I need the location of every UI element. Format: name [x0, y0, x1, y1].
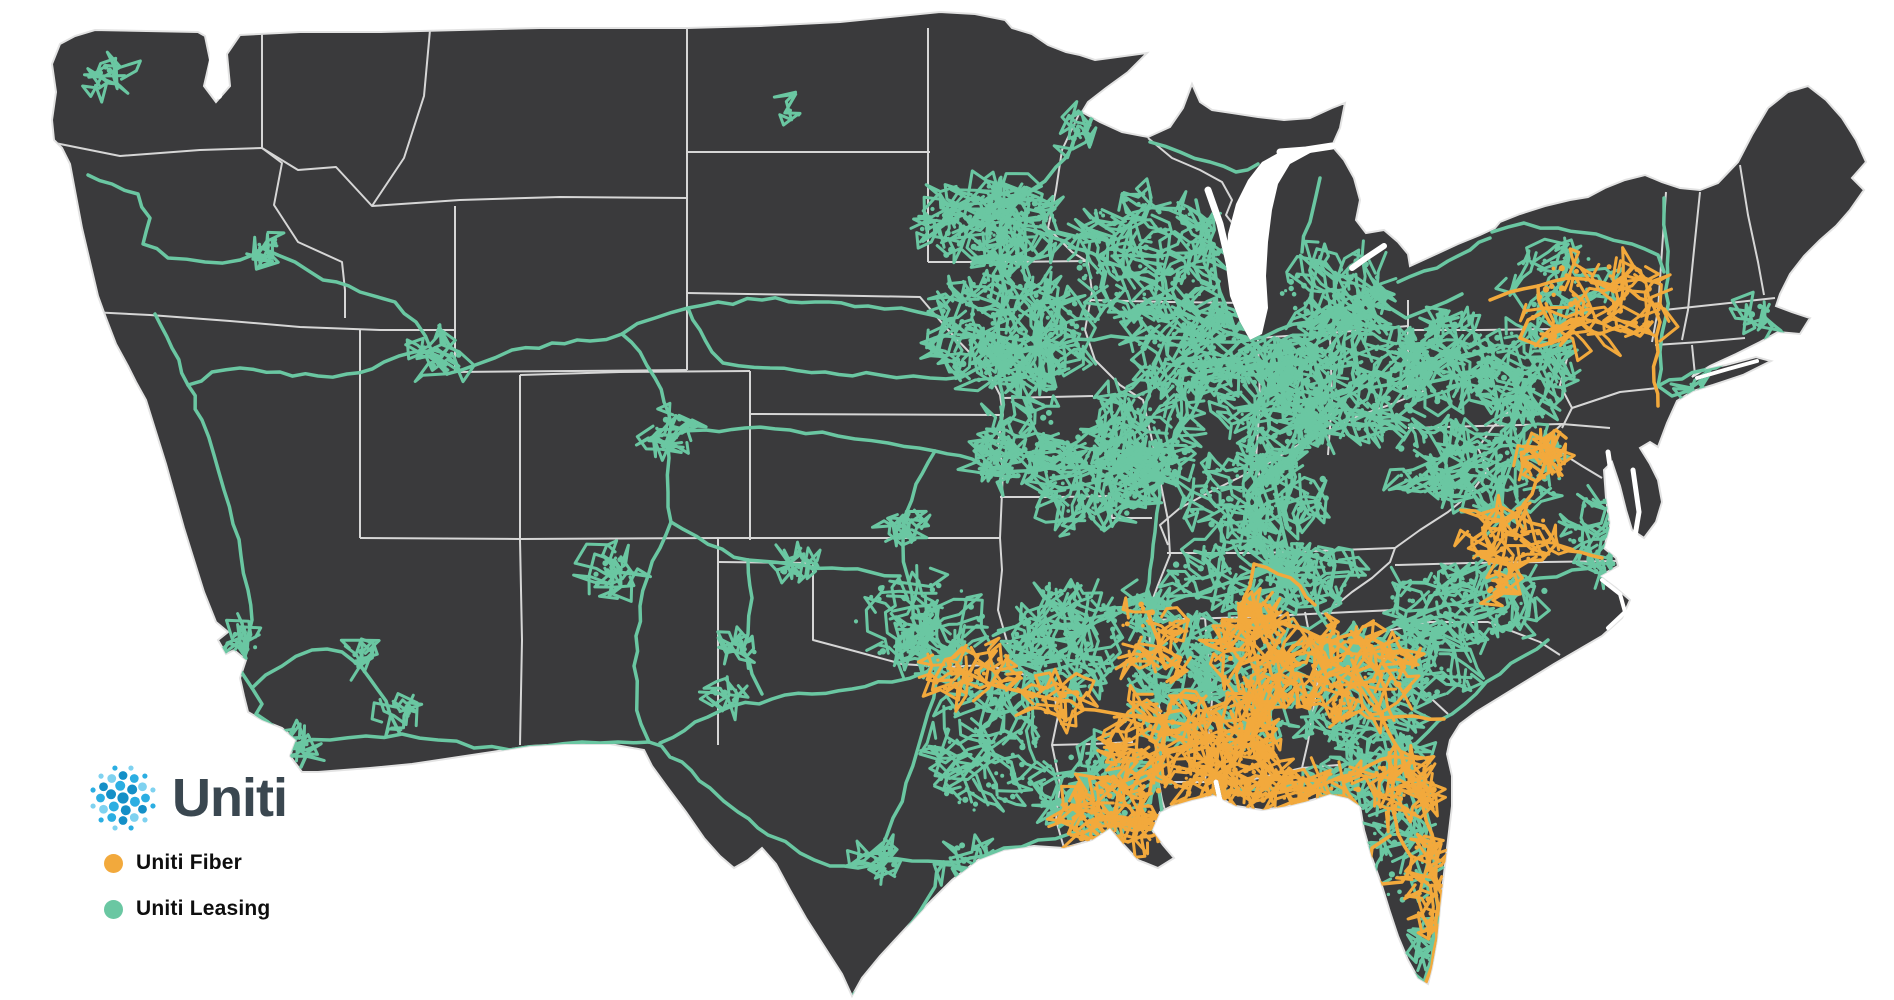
legend-label-leasing: Uniti Leasing	[136, 897, 271, 920]
fiber-swatch-icon	[104, 853, 123, 873]
uniti-logo-dots-icon	[90, 765, 156, 831]
legend-item-leasing: Uniti Leasing	[104, 895, 270, 923]
lake-michigan	[1226, 146, 1332, 340]
map-legend: Uniti Fiber Uniti Leasing	[104, 849, 270, 941]
legend-label-fiber: Uniti Fiber	[136, 851, 243, 874]
leasing-swatch-icon	[104, 899, 123, 919]
uniti-fiber-network-layer	[916, 246, 1680, 984]
legend-item-fiber: Uniti Fiber	[104, 849, 270, 877]
uniti-logo: Uniti	[88, 763, 288, 833]
uniti-logo-wordmark: Uniti	[172, 768, 288, 828]
